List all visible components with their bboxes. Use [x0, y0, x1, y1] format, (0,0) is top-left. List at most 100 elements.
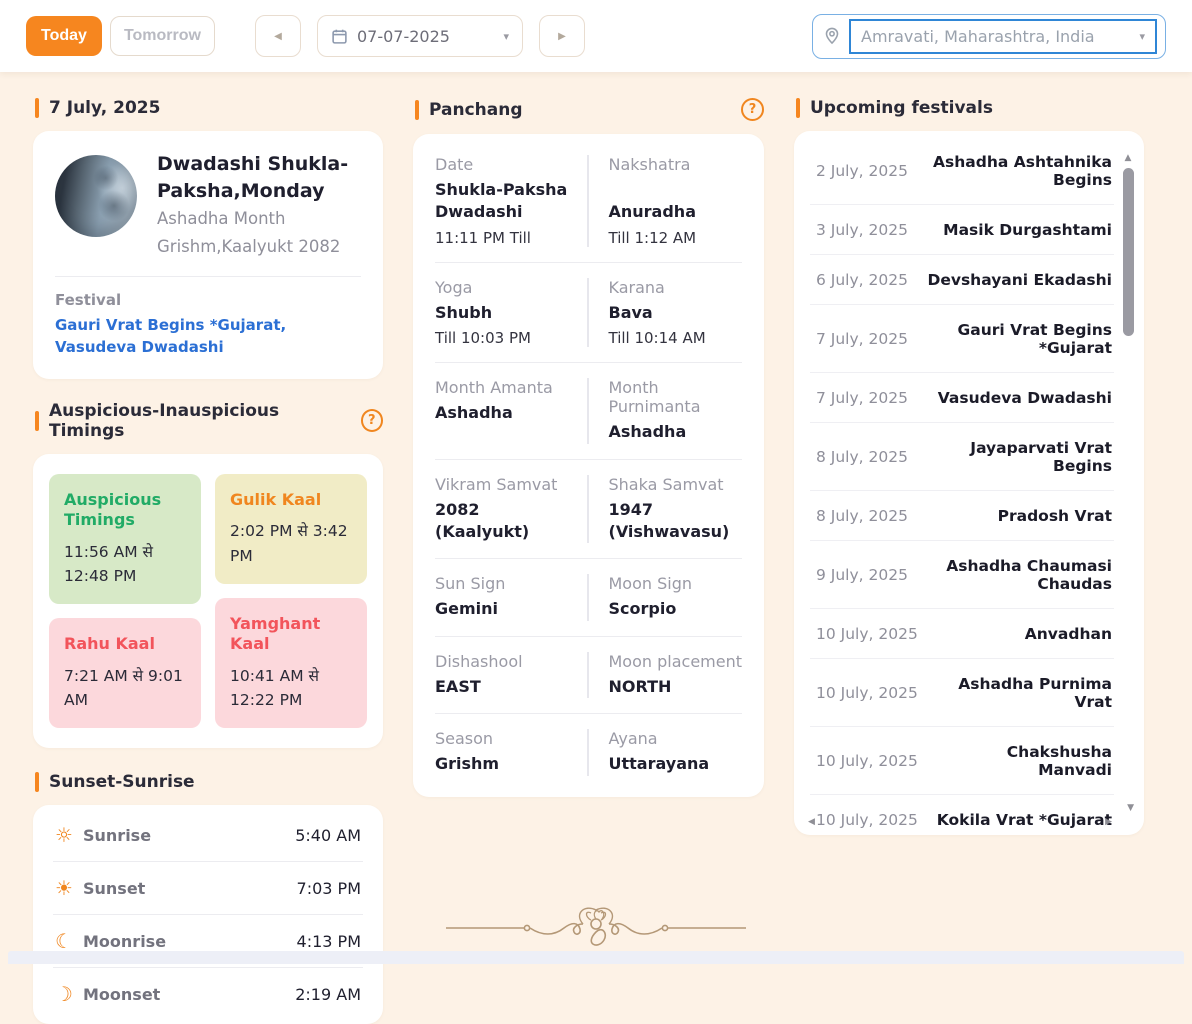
panchang-row: Dishashool EAST Moon placement NORTH	[435, 637, 742, 715]
festival-date: 7 July, 2025	[816, 330, 908, 348]
festival-date: 10 July, 2025	[816, 684, 918, 702]
scrollbar-thumb[interactable]	[1122, 168, 1134, 336]
sunset-row: ☀ Sunset 7:03 PM	[53, 862, 363, 916]
next-section-edge	[8, 951, 1184, 964]
festival-list-item[interactable]: 6 July, 2025 Devshayani Ekadashi	[810, 255, 1114, 305]
moon-phase-image	[55, 155, 137, 237]
festival-date: 10 July, 2025	[816, 811, 918, 829]
festival-date: 10 July, 2025	[816, 625, 918, 643]
festival-link[interactable]: Gauri Vrat Begins *Gujarat, Vasudeva Dwa…	[55, 315, 287, 357]
festival-list-item[interactable]: 8 July, 2025 Pradosh Vrat	[810, 491, 1114, 541]
panchang-card: Date Shukla-Paksha Dwadashi 11:11 PM Til…	[413, 134, 764, 797]
festival-date: 7 July, 2025	[816, 389, 908, 407]
next-day-button[interactable]: ▶	[538, 15, 585, 57]
panchang-column: Panchang ? Date Shukla-Paksha Dwadashi 1…	[413, 98, 764, 1024]
panchang-value: Ashadha	[608, 422, 687, 442]
festival-name: Pradosh Vrat	[997, 507, 1112, 525]
festival-name: Jayaparvati Vrat Begins	[970, 439, 1112, 475]
festivals-heading: Upcoming festivals	[810, 98, 993, 118]
festival-list-item[interactable]: 10 July, 2025 Ashadha Purnima Vrat	[810, 659, 1114, 727]
previous-day-button[interactable]: ◀	[254, 15, 301, 57]
festival-name: Ashadha Purnima Vrat	[958, 675, 1112, 711]
left-column: 7 July, 2025 Dwadashi Shukla-Paksha,Mond…	[33, 98, 383, 1024]
panchang-row: Sun Sign Gemini Moon Sign Scorpio	[435, 559, 742, 637]
festival-list-item[interactable]: 10 July, 2025 Kokila Vrat *Gujarat	[810, 795, 1114, 835]
tile-time: 2:02 PM से 3:42 PM	[230, 522, 348, 565]
scroll-right-icon[interactable]: ▶	[1105, 817, 1112, 827]
vertical-scrollbar[interactable]: ▲ ▼	[1121, 153, 1135, 813]
tile-time: 11:56 AM से 12:48 PM	[64, 543, 153, 586]
festival-list-item[interactable]: 9 July, 2025 Ashadha Chaumasi Chaudas	[810, 541, 1114, 609]
panchang-value: Shukla-Paksha Dwadashi	[435, 180, 568, 222]
festival-date: 8 July, 2025	[816, 507, 908, 525]
festival-date: 6 July, 2025	[816, 271, 908, 289]
panchang-label: Ayana	[608, 729, 658, 749]
festival-date: 9 July, 2025	[816, 566, 908, 584]
festival-list-item[interactable]: 2 July, 2025 Ashadha Ashtahnika Begins	[810, 137, 1114, 205]
festival-list-item[interactable]: 10 July, 2025 Anvadhan	[810, 609, 1114, 659]
panchang-row: Vikram Samvat 2082 (Kaalyukt) Shaka Samv…	[435, 460, 742, 560]
festival-date: 8 July, 2025	[816, 448, 908, 466]
panchang-label: Month Amanta	[435, 378, 553, 398]
panchang-section-header: Panchang ?	[415, 98, 764, 121]
tile-title: Auspicious Timings	[64, 489, 162, 530]
decorative-flourish	[0, 902, 1192, 946]
panchang-label: Month Purnimanta	[608, 378, 701, 417]
festival-list-item[interactable]: 7 July, 2025 Gauri Vrat Begins *Gujarat	[810, 305, 1114, 373]
horizontal-scrollbar[interactable]: ◀ ▶	[808, 817, 1112, 827]
panchang-till: Till 10:14 AM	[608, 329, 706, 348]
panchang-value: NORTH	[608, 676, 672, 696]
panchang-value: Grishm	[435, 754, 500, 774]
location-input[interactable]: Amravati, Maharashtra, India ▾	[849, 18, 1157, 54]
tomorrow-button[interactable]: Tomorrow	[109, 16, 215, 56]
panchang-label: Season	[435, 729, 494, 749]
festival-name: Kokila Vrat *Gujarat	[936, 811, 1112, 829]
panchang-label: Date	[435, 155, 474, 174]
help-icon[interactable]: ?	[741, 98, 764, 121]
accent-bar	[796, 98, 800, 118]
festival-list-item[interactable]: 8 July, 2025 Jayaparvati Vrat Begins	[810, 423, 1114, 491]
date-section-header: 7 July, 2025	[35, 98, 383, 118]
panchang-label: Karana	[608, 277, 665, 297]
festivals-section-header: Upcoming festivals	[796, 98, 1144, 118]
scroll-up-icon[interactable]: ▲	[1124, 153, 1132, 163]
festival-name: Masik Durgashtami	[943, 221, 1112, 239]
panchang-value: Scorpio	[608, 599, 677, 619]
festival-list-item[interactable]: 3 July, 2025 Masik Durgashtami	[810, 205, 1114, 255]
panchang-row: Month Amanta Ashadha Month Purnimanta As…	[435, 363, 742, 460]
main-content: 7 July, 2025 Dwadashi Shukla-Paksha,Mond…	[0, 72, 1192, 1024]
festival-list-item[interactable]: 10 July, 2025 Chakshusha Manvadi	[810, 727, 1114, 795]
month-subtitle: Ashadha Month	[157, 209, 286, 229]
panchang-value: Anuradha	[608, 202, 697, 222]
timings-heading: Auspicious-Inauspicious Timings	[49, 400, 280, 441]
festival-list-item[interactable]: 7 July, 2025 Vasudeva Dwadashi	[810, 373, 1114, 423]
scroll-left-icon[interactable]: ◀	[808, 817, 815, 827]
divider	[55, 275, 361, 277]
row-time: 4:13 PM	[296, 931, 361, 951]
rahu-kaal-tile: Rahu Kaal 7:21 AM से 9:01 AM	[49, 618, 201, 729]
festival-name: Ashadha Ashtahnika Begins	[933, 153, 1112, 189]
festivals-card: 2 July, 2025 Ashadha Ashtahnika Begins 3…	[794, 131, 1144, 835]
sunset-icon: ☀	[55, 876, 73, 901]
timings-section-header: Auspicious-Inauspicious Timings ?	[35, 401, 383, 441]
day-summary-card: Dwadashi Shukla-Paksha,Monday Ashadha Mo…	[33, 131, 383, 379]
moonset-icon: ☽	[55, 982, 73, 1007]
panchang-row: Season Grishm Ayana Uttarayana	[435, 714, 742, 790]
location-picker[interactable]: Amravati, Maharashtra, India ▾	[812, 13, 1166, 59]
scroll-down-icon[interactable]: ▼	[1127, 803, 1134, 813]
timings-card: Auspicious Timings 11:56 AM से 12:48 PM …	[33, 453, 383, 749]
row-time: 5:40 AM	[295, 825, 361, 845]
help-icon[interactable]: ?	[360, 409, 383, 433]
panchang-value: 1947 (Vishwavasu)	[608, 499, 730, 541]
row-time: 2:19 AM	[295, 984, 361, 1004]
chevron-down-icon: ▾	[1139, 29, 1145, 43]
festival-date: 3 July, 2025	[816, 221, 908, 239]
festival-name: Ashadha Chaumasi Chaudas	[946, 557, 1112, 593]
chevron-left-icon: ◀	[274, 30, 282, 42]
date-picker[interactable]: 07-07-2025 ▾	[316, 15, 523, 57]
yamghant-kaal-tile: Yamghant Kaal 10:41 AM से 12:22 PM	[215, 597, 367, 729]
row-label: Moonrise	[83, 931, 167, 951]
today-button[interactable]: Today	[26, 16, 102, 56]
panchang-label: Shaka Samvat	[608, 474, 724, 494]
panchang-value: Shubh	[435, 302, 493, 322]
